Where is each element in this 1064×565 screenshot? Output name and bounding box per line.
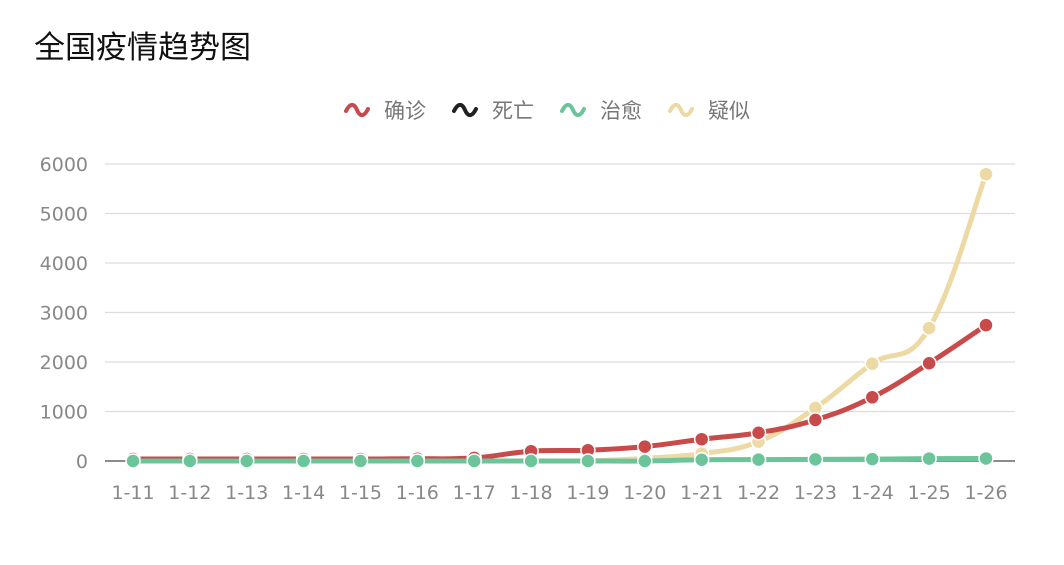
data-point	[750, 451, 767, 468]
x-tick-label: 1-22	[737, 482, 780, 504]
data-point	[978, 450, 994, 467]
y-tick-label: 2000	[40, 352, 88, 374]
data-point	[921, 355, 937, 371]
data-point	[580, 453, 596, 469]
wave-icon	[668, 103, 694, 117]
data-point	[750, 424, 767, 441]
y-tick-label: 0	[76, 451, 88, 473]
data-point	[238, 453, 255, 469]
x-tick-label: 1-12	[168, 482, 211, 504]
x-tick-label: 1-18	[510, 482, 553, 504]
legend-item[interactable]: 疑似	[668, 95, 750, 125]
x-tick-label: 1-25	[908, 482, 951, 504]
series-line	[585, 171, 989, 464]
data-point	[864, 451, 881, 467]
y-tick-label: 6000	[40, 154, 88, 176]
x-tick-label: 1-16	[396, 482, 439, 504]
chart-title: 全国疫情趋势图	[34, 30, 251, 66]
x-tick-label: 1-19	[566, 482, 609, 504]
series-line	[130, 322, 989, 462]
wave-icon	[560, 103, 586, 117]
data-point	[182, 453, 198, 469]
x-tick-label: 1-13	[225, 482, 268, 504]
data-point	[125, 453, 141, 469]
x-tick-label: 1-11	[111, 482, 154, 504]
legend-item[interactable]: 确诊	[344, 95, 426, 125]
data-point	[864, 389, 881, 406]
x-tick-label: 1-14	[282, 482, 325, 504]
data-point	[637, 438, 653, 455]
x-tick-label: 1-21	[680, 482, 723, 504]
x-tick-label: 1-17	[453, 482, 496, 504]
series-3	[580, 166, 994, 469]
legend-item[interactable]: 死亡	[452, 95, 534, 125]
x-tick-label: 1-23	[794, 482, 837, 504]
legend-label: 确诊	[384, 99, 426, 123]
series-2	[125, 450, 994, 469]
series-0	[125, 317, 994, 467]
legend-label: 死亡	[492, 99, 534, 123]
x-tick-label: 1-26	[964, 482, 1007, 504]
data-point	[921, 320, 937, 336]
wave-icon	[452, 103, 478, 117]
x-tick-label: 1-24	[851, 482, 894, 504]
legend-label: 治愈	[600, 99, 642, 123]
series-line	[130, 455, 989, 464]
wave-icon	[344, 103, 370, 117]
data-point	[523, 453, 539, 469]
data-point	[921, 450, 937, 467]
data-point	[864, 355, 881, 372]
data-point	[466, 453, 482, 469]
y-tick-label: 3000	[40, 303, 88, 325]
y-tick-label: 4000	[40, 253, 88, 275]
x-tick-label: 1-15	[339, 482, 382, 504]
legend: 确诊 死亡 治愈 疑似	[0, 95, 1064, 125]
data-point	[978, 317, 994, 333]
data-point	[352, 453, 369, 469]
data-point	[637, 453, 653, 469]
data-point	[693, 431, 710, 447]
data-point	[409, 453, 426, 469]
data-point	[295, 453, 312, 469]
y-tick-label: 1000	[40, 402, 88, 424]
data-point	[807, 412, 824, 428]
data-point	[978, 166, 994, 182]
x-tick-label: 1-20	[623, 482, 666, 504]
legend-label: 疑似	[708, 99, 750, 123]
legend-item[interactable]: 治愈	[560, 95, 642, 125]
data-point	[807, 451, 824, 468]
data-point	[693, 452, 710, 468]
y-tick-label: 5000	[40, 204, 88, 226]
